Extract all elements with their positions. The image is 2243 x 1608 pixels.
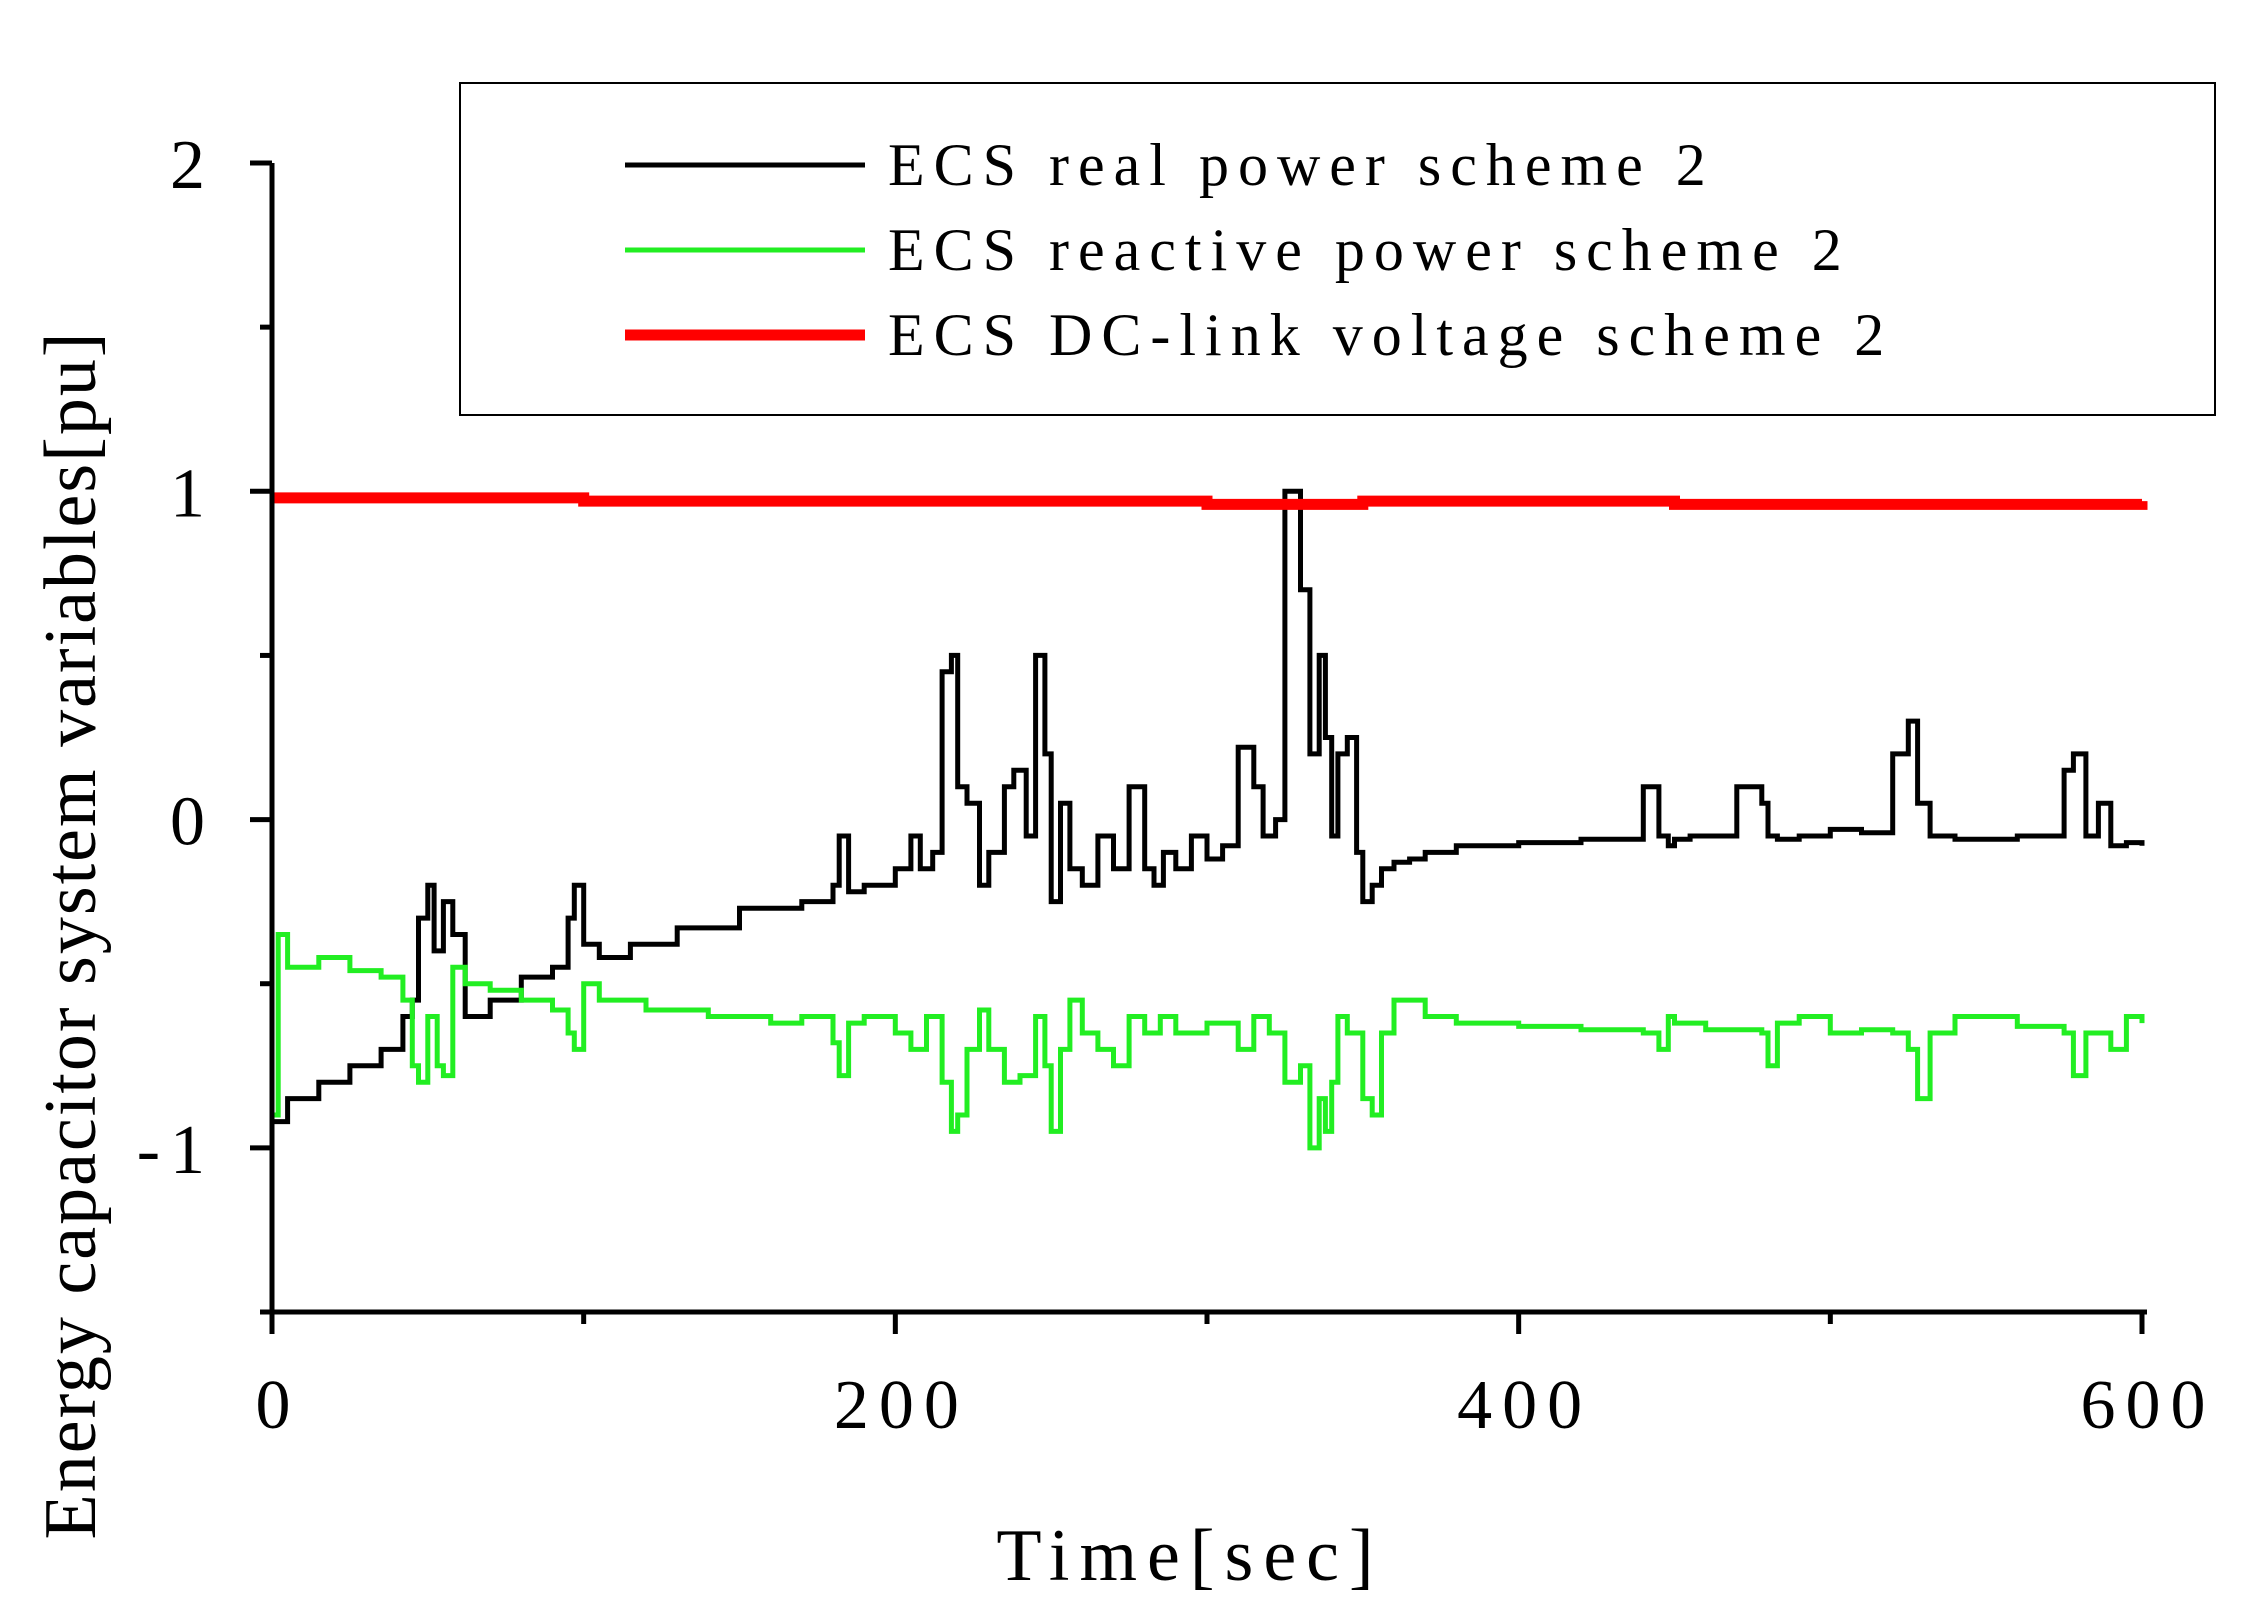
ticks-layer: -1 0 1 2 0 200 400 600 [137,127,2216,1444]
series-line-1 [272,488,2145,1125]
x-tick-label: 400 [1457,1367,1592,1444]
x-axis-title: Time[sec] [996,1515,1383,1597]
y-tick-label: 0 [170,784,215,861]
y-tick-label: -1 [137,1112,215,1189]
legend-label: ECS reactive power scheme 2 [888,217,1851,283]
y-tick-label: 2 [170,127,215,204]
series-line-2 [272,932,2145,1151]
x-tick-label: 200 [834,1367,969,1444]
y-axis-title: Energy capacitor system variables[pu] [30,331,112,1540]
legend-label: ECS real power scheme 2 [888,132,1715,198]
series-layer [272,488,2148,1151]
legend-label: ECS DC-link voltage scheme 2 [888,302,1893,368]
x-tick-label: 600 [2081,1367,2216,1444]
x-tick-label: 0 [256,1367,301,1444]
legend: ECS real power scheme 2 ECS reactive powe… [459,82,2216,416]
series-line-3 [272,492,2148,510]
y-tick-label: 1 [170,455,215,532]
